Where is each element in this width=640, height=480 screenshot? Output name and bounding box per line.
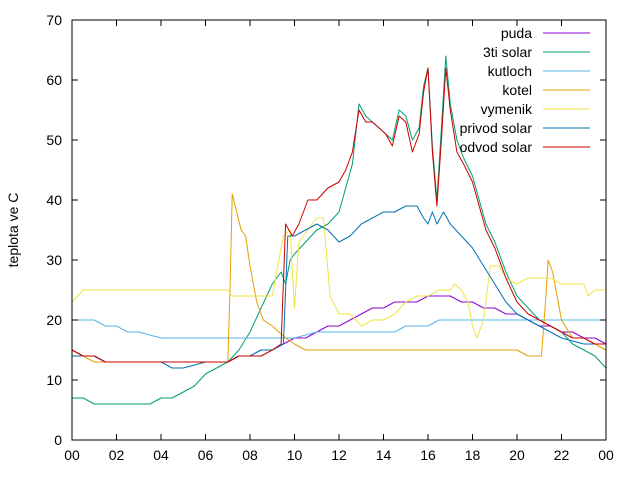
legend-label: vymenik bbox=[481, 101, 533, 117]
x-tick-label: 20 bbox=[509, 447, 525, 463]
legend-label: privod solar bbox=[460, 120, 533, 136]
x-tick-label: 14 bbox=[376, 447, 392, 463]
y-tick-label: 0 bbox=[54, 432, 62, 448]
x-tick-label: 06 bbox=[198, 447, 214, 463]
y-tick-label: 40 bbox=[46, 192, 62, 208]
legend-label: kotel bbox=[502, 82, 532, 98]
y-tick-label: 20 bbox=[46, 312, 62, 328]
x-tick-label: 16 bbox=[420, 447, 436, 463]
x-tick-label: 02 bbox=[109, 447, 125, 463]
y-axis-label: teplota ve C bbox=[5, 193, 21, 268]
legend-label: kutloch bbox=[488, 63, 532, 79]
x-tick-label: 12 bbox=[331, 447, 347, 463]
legend: puda 3ti solar kutloch kotel vymenik privod s… bbox=[460, 25, 590, 155]
x-axis: 00 02 04 06 08 10 12 14 16 18 20 22 00 bbox=[64, 20, 614, 463]
x-tick-label: 18 bbox=[465, 447, 481, 463]
legend-label: 3ti solar bbox=[483, 44, 532, 60]
legend-label: puda bbox=[501, 25, 532, 41]
y-axis: 0 10 20 30 40 50 60 70 bbox=[46, 12, 606, 448]
x-tick-label: 08 bbox=[242, 447, 258, 463]
y-tick-label: 50 bbox=[46, 132, 62, 148]
series-line-kutloch bbox=[72, 319, 606, 339]
series-line-privod-solar bbox=[72, 205, 606, 369]
x-tick-label: 00 bbox=[598, 447, 614, 463]
x-tick-label: 22 bbox=[554, 447, 570, 463]
y-tick-label: 30 bbox=[46, 252, 62, 268]
x-tick-label: 00 bbox=[64, 447, 80, 463]
series-layer bbox=[71, 55, 607, 405]
y-tick-label: 70 bbox=[46, 12, 62, 28]
series-line-odvod-solar bbox=[71, 67, 606, 363]
legend-label: odvod solar bbox=[460, 139, 533, 155]
x-tick-label: 04 bbox=[153, 447, 169, 463]
y-tick-label: 60 bbox=[46, 72, 62, 88]
series-line-vymenik bbox=[71, 217, 606, 339]
y-tick-label: 10 bbox=[46, 372, 62, 388]
x-tick-label: 10 bbox=[287, 447, 303, 463]
